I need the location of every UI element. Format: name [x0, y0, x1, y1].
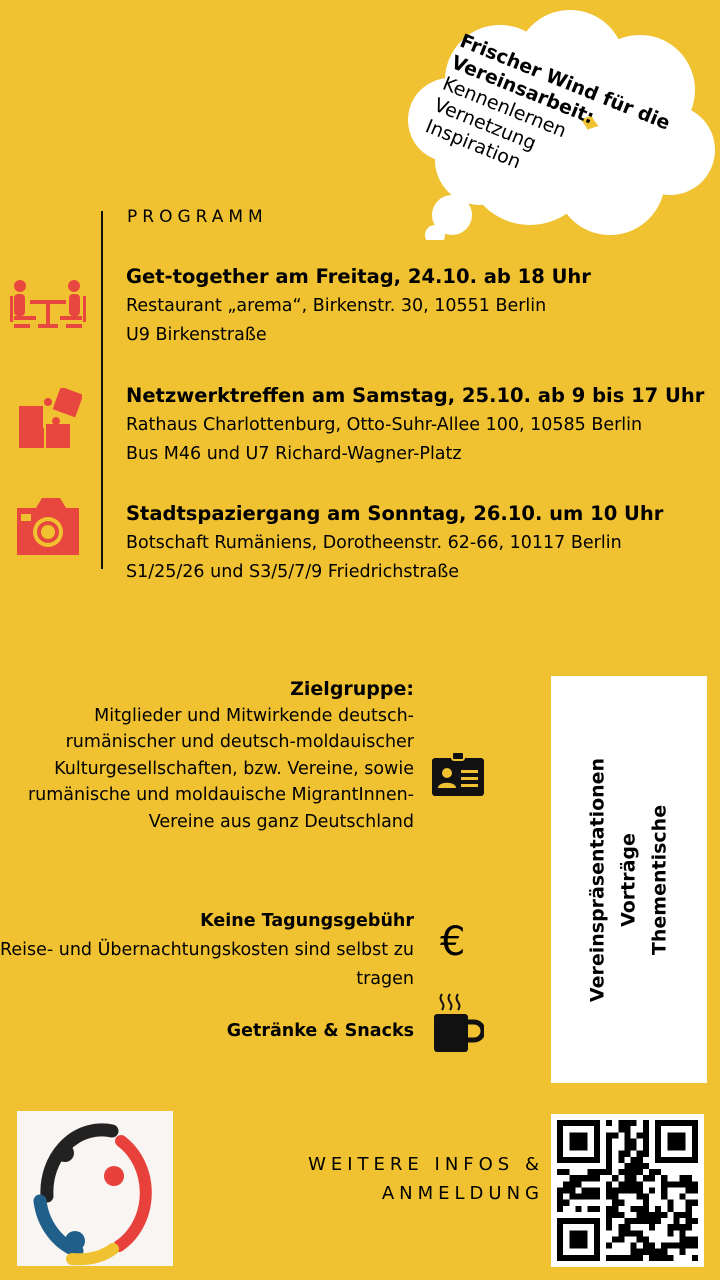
event-location: Botschaft Rumäniens, Dorotheenstr. 62-66…: [126, 533, 622, 553]
meeting-table-icon: [10, 280, 86, 328]
puzzle-icon: [19, 388, 82, 448]
qr-code[interactable]: [551, 1114, 704, 1267]
organization-logo: [17, 1111, 173, 1266]
camera-icon: [17, 498, 79, 555]
event-title: Get-together am Freitag, 24.10. ab 18 Uh…: [126, 265, 591, 288]
event-saturday: Netzwerktreffen am Samstag, 25.10. ab 9 …: [126, 381, 704, 469]
programm-label: PROGRAMM: [127, 207, 268, 227]
snacks-label: Getränke & Snacks: [226, 1021, 414, 1041]
event-title: Netzwerktreffen am Samstag, 25.10. ab 9 …: [126, 384, 705, 407]
event-transit: U9 Birkenstraße: [126, 325, 267, 345]
divider-line: [101, 211, 103, 569]
event-transit: S1/25/26 und S3/5/7/9 Friedrichstraße: [126, 562, 460, 582]
event-transit: Bus M46 und U7 Richard-Wagner-Platz: [126, 444, 462, 464]
thought-cloud: [408, 10, 715, 240]
euro-icon: €: [440, 919, 466, 965]
event-location: Restaurant „arema“, Birkenstr. 30, 10551…: [126, 296, 547, 316]
more-info-label: WEITERE INFOS & ANMELDUNG: [308, 1150, 544, 1208]
topics-box: Vereinspräsentationen Vorträge Thementis…: [551, 676, 707, 1083]
zielgruppe-title: Zielgruppe:: [290, 678, 414, 700]
event-sunday: Stadtspaziergang am Sonntag, 26.10. um 1…: [126, 499, 663, 587]
topic-item: Vorträge: [617, 832, 640, 927]
zielgruppe-text: Mitglieder und Mitwirkende deutsch-rumän…: [27, 705, 414, 832]
event-title: Stadtspaziergang am Sonntag, 26.10. um 1…: [126, 502, 664, 525]
coffee-cup-icon: [434, 993, 484, 1052]
topic-item: Vereinspräsentationen: [586, 757, 609, 1002]
info-line: WEITERE INFOS &: [308, 1154, 544, 1175]
event-friday: Get-together am Freitag, 24.10. ab 18 Uh…: [126, 262, 591, 350]
event-location: Rathaus Charlottenburg, Otto-Suhr-Allee …: [126, 415, 643, 435]
info-line: ANMELDUNG: [381, 1183, 544, 1204]
zielgruppe-section: Zielgruppe: Mitglieder und Mitwirkende d…: [14, 676, 414, 835]
fee-text: Reise- und Übernachtungskosten sind selb…: [0, 940, 414, 989]
fee-title: Keine Tagungsgebühr: [200, 911, 414, 931]
id-card-icon: [432, 752, 484, 796]
fee-section: Keine Tagungsgebühr Reise- und Übernacht…: [0, 907, 414, 994]
topic-item: Thementische: [648, 804, 671, 955]
